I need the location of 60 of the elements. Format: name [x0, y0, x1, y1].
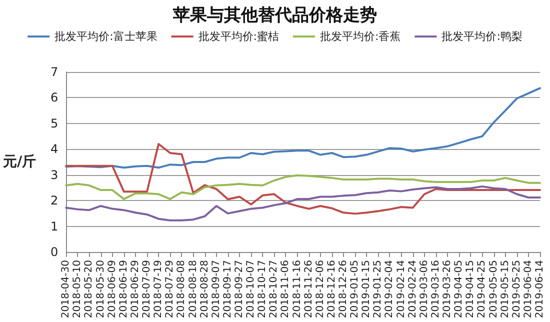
y-tick-label: 2 — [50, 194, 58, 208]
y-axis-title: 元/斤 — [2, 153, 36, 170]
x-tick-label: 2018-10-17 — [257, 260, 268, 318]
x-tick-label: 2019-04-15 — [465, 260, 476, 318]
legend-label: 批发平均价:蜜桔 — [198, 30, 280, 43]
y-tick-label: 1 — [50, 219, 58, 234]
x-tick-label: 2019-02-24 — [407, 260, 418, 318]
y-tick-label: 0 — [50, 245, 58, 259]
x-tick-label: 2019-02-14 — [396, 260, 407, 318]
legend-label: 批发平均价:富士苹果 — [54, 30, 158, 43]
x-tick-label: 2018-09-07 — [210, 260, 222, 318]
y-tick-label: 6 — [50, 90, 58, 105]
x-tick-label: 2018-10-07 — [246, 260, 257, 318]
x-tick-label: 2018-05-20 — [84, 260, 95, 318]
x-tick-label: 2018-06-29 — [130, 260, 141, 318]
y-tick-label: 4 — [50, 142, 58, 156]
x-tick-label: 2019-03-16 — [430, 260, 442, 318]
x-tick-label: 2019-03-06 — [418, 260, 430, 318]
x-tick-label: 2019-01-25 — [372, 260, 384, 318]
x-tick-label: 2018-06-09 — [106, 260, 118, 318]
x-tick-label: 2018-06-19 — [118, 260, 130, 318]
x-tick-label: 2019-05-25 — [511, 260, 522, 318]
x-tick-label: 2019-01-15 — [361, 260, 372, 318]
x-tick-label: 2018-12-06 — [314, 260, 326, 318]
line-series — [65, 87, 541, 169]
x-tick-label: 2018-05-30 — [95, 260, 106, 318]
x-tick-label: 2018-08-18 — [188, 260, 199, 318]
x-tick-label: 2018-05-10 — [72, 260, 84, 318]
y-tick-label: 5 — [50, 116, 58, 130]
x-tick-label: 2019-01-05 — [350, 260, 361, 318]
x-tick-label: 2019-03-26 — [442, 260, 454, 318]
x-tick-label: 2019-04-05 — [454, 260, 465, 318]
x-tick-label: 2018-08-28 — [199, 260, 210, 318]
x-tick-label: 2018-08-08 — [176, 260, 188, 318]
x-tick-label: 2018-07-09 — [142, 260, 153, 318]
line-series — [65, 185, 541, 222]
x-tick-label: 2018-09-17 — [222, 260, 234, 318]
y-tick-label: 3 — [50, 168, 58, 182]
x-tick-label: 2018-11-16 — [292, 260, 303, 318]
x-tick-label: 2018-04-30 — [60, 260, 72, 318]
x-tick-label: 2018-11-26 — [303, 260, 314, 318]
line-series — [65, 143, 541, 215]
chart-title: 苹果与其他替代品价格走势 — [172, 6, 377, 26]
legend-label: 批发平均价:鸭梨 — [442, 30, 522, 43]
x-tick-label: 2019-05-15 — [500, 260, 511, 318]
legend-label: 批发平均价:香蕉 — [320, 30, 401, 43]
x-tick-label: 2018-12-26 — [338, 260, 350, 318]
x-tick-label: 2019-02-04 — [384, 260, 396, 318]
x-tick-label: 2018-07-19 — [153, 260, 164, 318]
y-tick-label: 7 — [50, 65, 58, 79]
x-tick-label: 2018-10-27 — [268, 260, 280, 318]
line-series — [65, 174, 541, 200]
x-tick-label: 2018-09-27 — [234, 260, 245, 318]
x-tick-label: 2019-04-25 — [476, 260, 488, 318]
x-tick-label: 2019-06-14 — [534, 260, 546, 318]
x-tick-label: 2019-06-04 — [522, 260, 534, 318]
x-tick-label: 2019-05-05 — [488, 260, 500, 318]
x-tick-label: 2018-07-29 — [164, 260, 176, 318]
x-tick-label: 2018-12-16 — [326, 260, 338, 318]
x-tick-label: 2018-11-06 — [280, 260, 292, 318]
